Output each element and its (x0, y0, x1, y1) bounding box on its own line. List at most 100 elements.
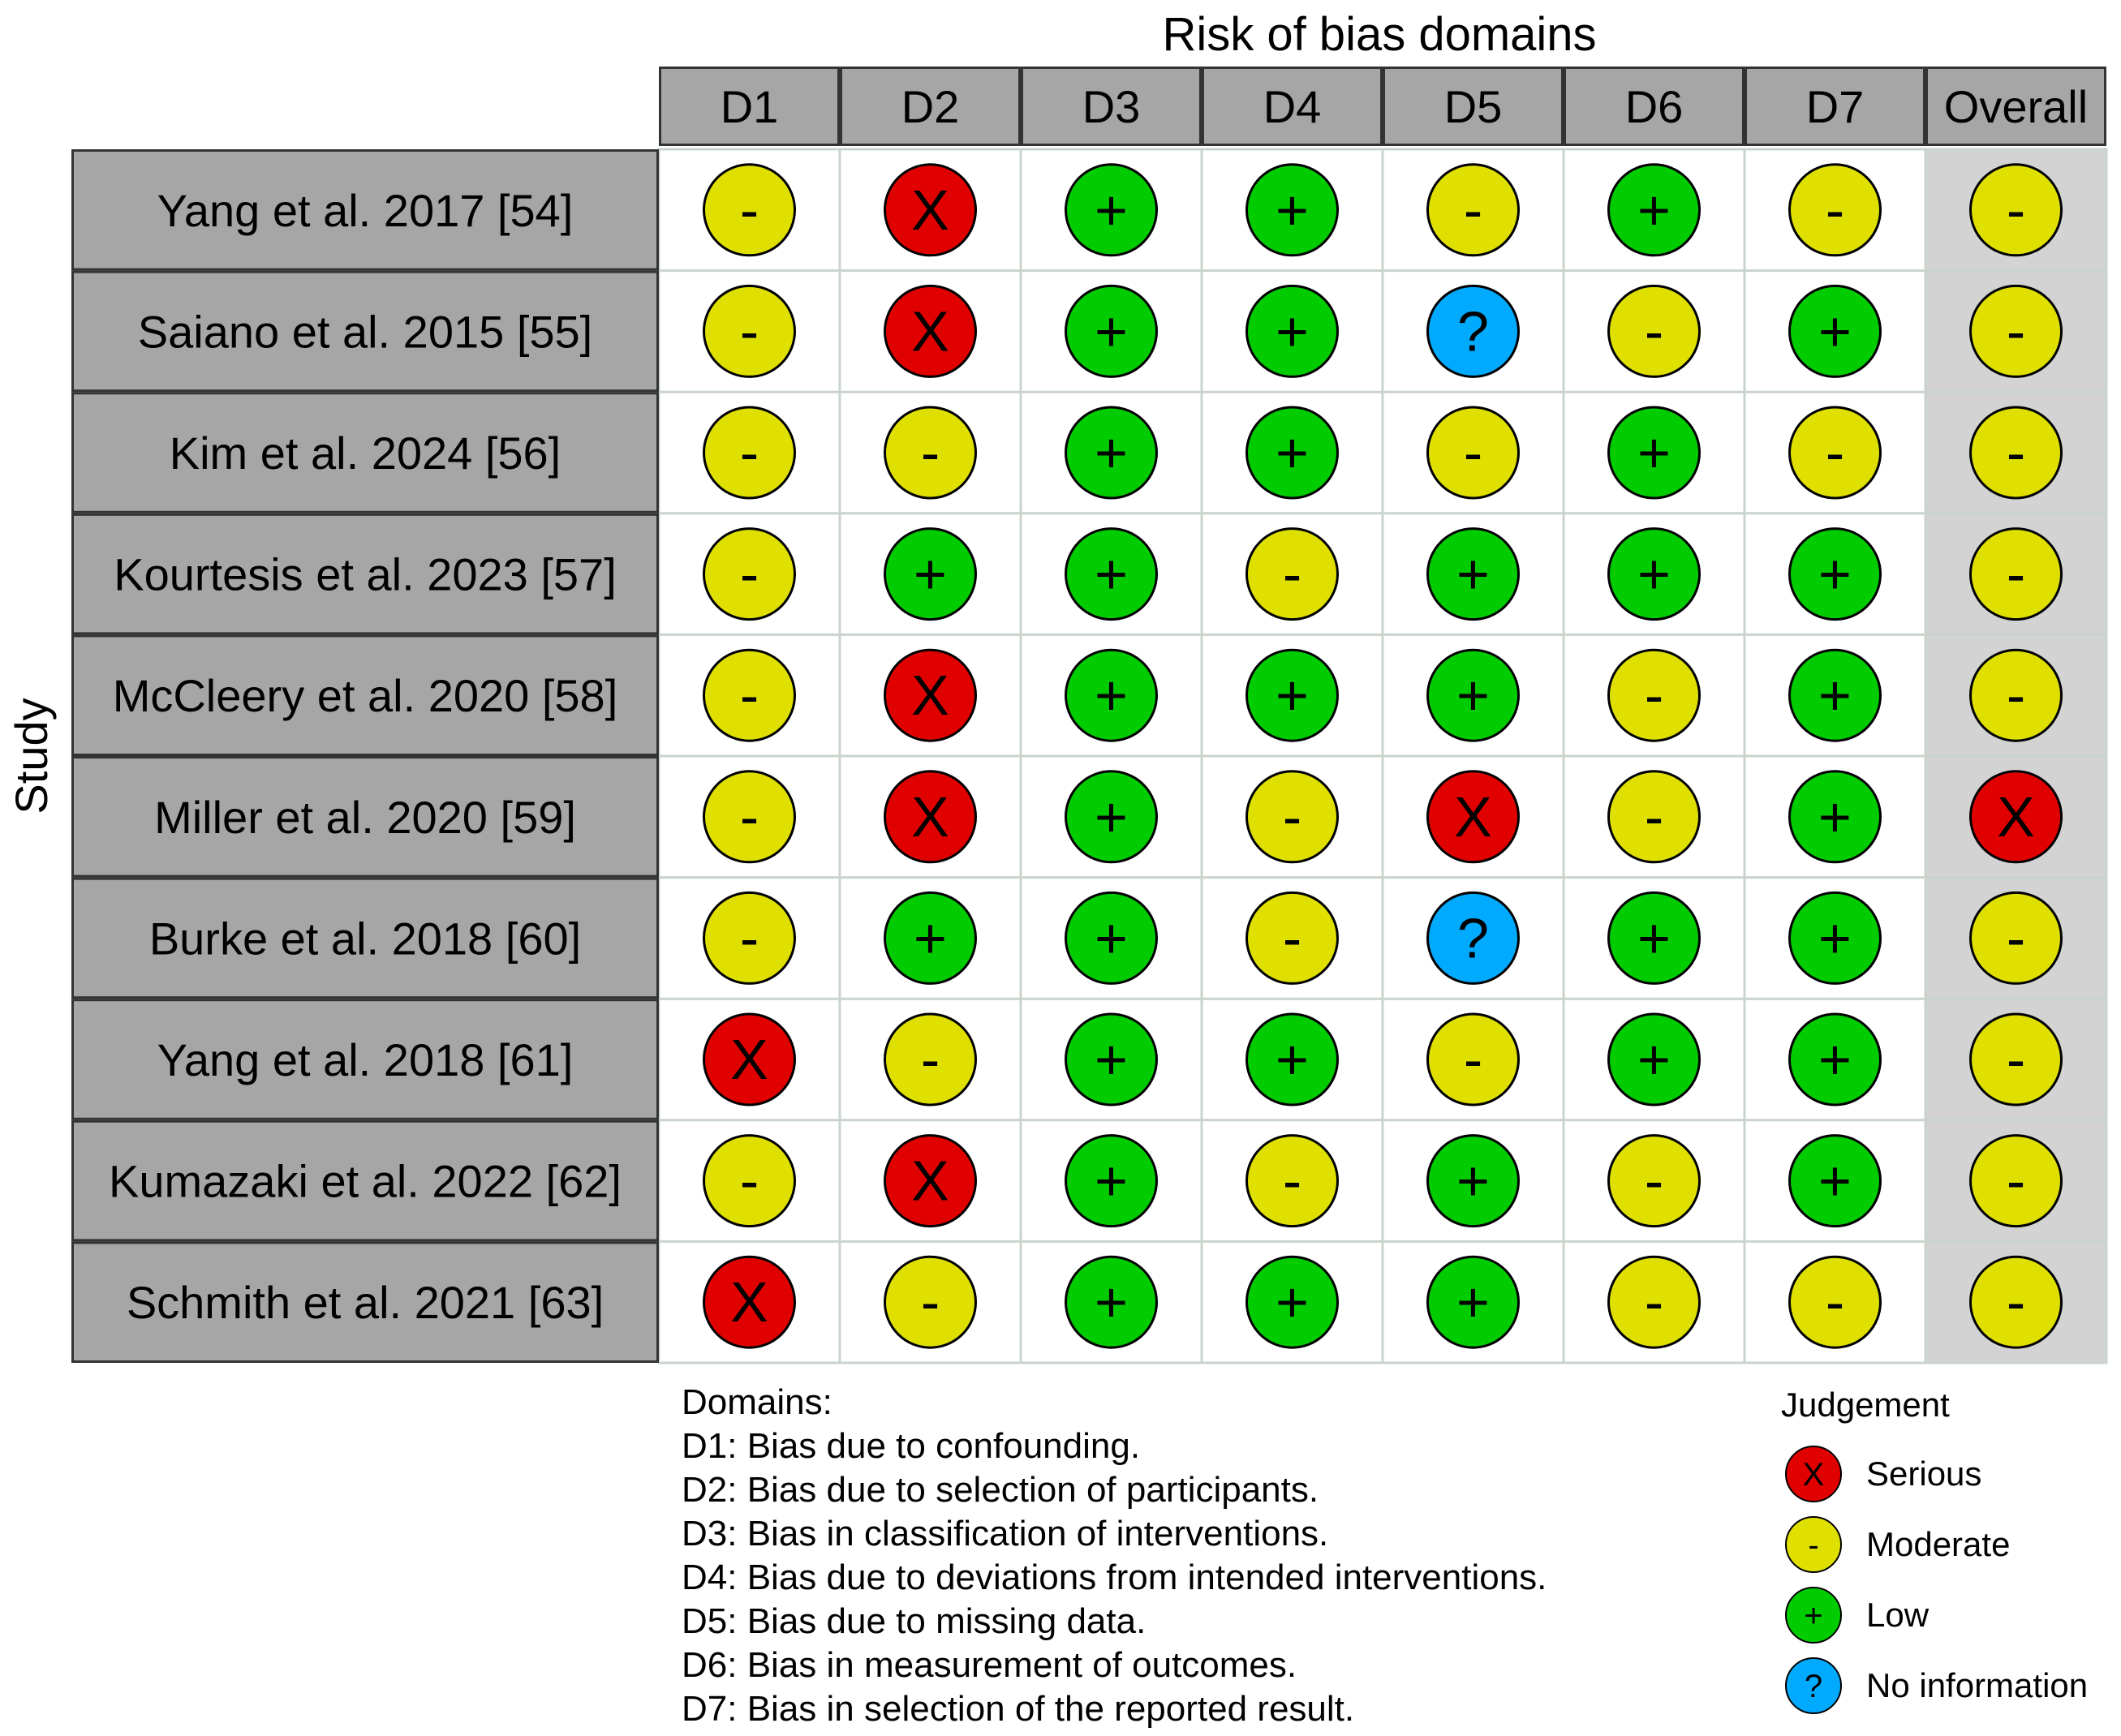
domain-description: D6: Bias in measurement of outcomes. (682, 1645, 1297, 1685)
column-header-d4 (1202, 67, 1383, 146)
judgement-low-mark (1065, 891, 1158, 985)
judgement-moderate-mark (1969, 648, 2063, 742)
column-label-d3: D3 (1082, 81, 1141, 132)
judgement-symbol: + (1818, 1028, 1852, 1091)
judgement-moderate-mark (703, 1134, 796, 1228)
column-label-d2: D2 (901, 81, 960, 132)
judgement-grid: D1 D2 D3 D4 D5 D6 D7 Overall Yang et al. 2017 [5… (71, 67, 2108, 1364)
judgement-moderate-mark (884, 1255, 977, 1349)
judgement-symbol: - (1464, 178, 1482, 242)
judgement-symbol: - (740, 178, 759, 242)
study-label: Yang et al. 2018 [61] (157, 1034, 574, 1085)
column-label-d5: D5 (1444, 81, 1503, 132)
column-header-d5 (1383, 67, 1564, 146)
study-label: Kim et al. 2024 [56] (170, 428, 561, 479)
judgement-moderate-mark (703, 891, 796, 985)
judgement-symbol: + (1276, 178, 1309, 242)
study-label: Schmith et al. 2021 [63] (127, 1277, 604, 1328)
legend-symbol: + (1804, 1598, 1822, 1634)
study-label-cell (71, 756, 659, 878)
judgement-low-mark (1245, 648, 1339, 742)
judgement-symbol: X (911, 178, 949, 242)
judgement-symbol: + (1456, 543, 1490, 606)
judgement-low-mark (1426, 527, 1520, 621)
domain-description: D3: Bias in classification of interventi… (682, 1514, 1328, 1553)
judgement-symbol: - (1464, 1028, 1482, 1091)
study-label: Burke et al. 2018 [60] (149, 913, 581, 964)
legend-no-information-mark (1785, 1657, 1842, 1714)
judgement-symbol: + (1818, 299, 1852, 363)
judgement-symbol: - (1464, 421, 1482, 484)
judgement-low-mark (1788, 770, 1882, 864)
column-header-d2 (840, 67, 1021, 146)
domain-description: D1: Bias due to confounding. (682, 1426, 1140, 1466)
domains-title: Domains: (682, 1382, 832, 1422)
judgement-symbol: + (1276, 664, 1309, 727)
judgement-moderate-mark (1426, 163, 1520, 257)
column-header-d6 (1564, 67, 1745, 146)
judgement-moderate-mark (703, 648, 796, 742)
judgement-symbol: - (740, 906, 759, 969)
judgement-symbol: - (1645, 1149, 1663, 1213)
judgement-moderate-mark (1969, 284, 2063, 378)
judgement-no-information-mark (1426, 284, 1520, 378)
judgement-symbol: - (740, 543, 759, 606)
judgement-symbol: - (2007, 543, 2025, 606)
judgement-symbol: + (1095, 664, 1128, 727)
judgement-low-mark (1245, 406, 1339, 500)
judgement-symbol: + (1095, 299, 1128, 363)
judgement-symbol: + (1456, 1270, 1490, 1334)
judgement-low-mark (1788, 1134, 1882, 1228)
judgement-symbol: - (1645, 785, 1663, 849)
study-label-cell (71, 999, 659, 1120)
judgement-moderate-mark (884, 406, 977, 500)
judgement-low-mark (1065, 1255, 1158, 1349)
judgement-symbol: - (740, 299, 759, 363)
judgement-low-mark (1245, 163, 1339, 257)
judgement-symbol: ? (1457, 906, 1489, 969)
study-label: McCleery et al. 2020 [58] (113, 670, 618, 721)
judgement-symbol: - (740, 421, 759, 484)
judgement-serious-mark (884, 770, 977, 864)
study-label-cell (71, 1241, 659, 1364)
judgement-symbol: - (2007, 906, 2025, 969)
judgement-low-mark (1788, 527, 1882, 621)
judgement-moderate-mark (1788, 1255, 1882, 1349)
study-label: Kourtesis et al. 2023 [57] (114, 549, 617, 600)
judgement-symbol: X (1454, 785, 1492, 849)
domain-description: D2: Bias due to selection of participant… (682, 1470, 1319, 1510)
legend-title: Judgement (1781, 1386, 1950, 1424)
study-label: Miller et al. 2020 [59] (154, 792, 576, 843)
legend-serious-mark (1785, 1446, 1842, 1502)
judgement-low-mark (1065, 1012, 1158, 1106)
legend-symbol: - (1808, 1528, 1818, 1563)
judgement-symbol: X (730, 1028, 768, 1091)
judgement-serious-mark (703, 1255, 796, 1349)
judgement-low-mark (1245, 284, 1339, 378)
judgement-symbol: - (2007, 299, 2025, 363)
judgement-symbol: - (1283, 906, 1301, 969)
legend-label: Moderate (1866, 1525, 2010, 1563)
judgement-moderate-mark (1969, 891, 2063, 985)
judgement-moderate-mark (1607, 1134, 1701, 1228)
judgement-low-mark (1426, 1255, 1520, 1349)
judgement-symbol: + (1456, 1149, 1490, 1213)
judgement-moderate-mark (1969, 1012, 2063, 1106)
y-axis-label: Study (6, 698, 57, 814)
judgement-low-mark (1065, 770, 1158, 864)
judgement-symbol: + (1637, 906, 1671, 969)
judgement-symbol: - (2007, 1270, 2025, 1334)
judgement-symbol: X (911, 785, 949, 849)
chart-title: Risk of bias domains (1162, 8, 1596, 61)
judgement-low-mark (1788, 1012, 1882, 1106)
domain-description: D7: Bias in selection of the reported re… (682, 1689, 1354, 1729)
judgement-moderate-mark (1969, 163, 2063, 257)
judgement-symbol: + (1095, 1149, 1128, 1213)
judgement-symbol: - (2007, 178, 2025, 242)
judgement-low-mark (1065, 648, 1158, 742)
judgement-low-mark (1607, 163, 1701, 257)
column-header-d1 (659, 67, 840, 146)
judgement-moderate-mark (703, 163, 796, 257)
judgement-moderate-mark (1245, 527, 1339, 621)
legend-low-mark (1785, 1587, 1842, 1644)
